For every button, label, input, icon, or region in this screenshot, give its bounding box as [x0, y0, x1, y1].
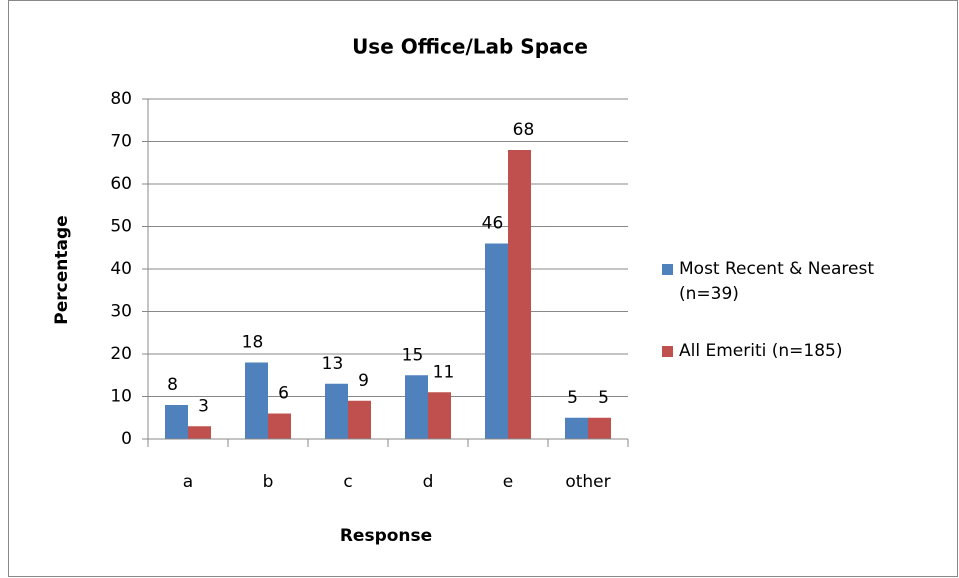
bar [245, 362, 268, 439]
data-label: 13 [322, 354, 344, 374]
x-tick-label: a [183, 472, 193, 492]
data-label: 18 [242, 333, 264, 353]
bar [348, 400, 371, 439]
y-tick-label: 50 [110, 217, 132, 237]
y-tick-label: 40 [110, 259, 132, 279]
x-tick-label: d [423, 472, 434, 492]
chart-title: Use Office/Lab Space [352, 35, 588, 59]
data-label: 6 [278, 384, 289, 404]
data-label: 9 [358, 371, 369, 391]
y-tick-label: 30 [110, 302, 132, 322]
data-label: 68 [513, 120, 535, 140]
bar [165, 405, 188, 439]
y-tick-label: 10 [110, 387, 132, 407]
bar [405, 375, 428, 439]
chart-border [8, 0, 958, 577]
bar [588, 417, 611, 439]
x-tick-label: c [343, 472, 352, 492]
y-tick-label: 80 [110, 89, 132, 109]
legend-label: All Emeriti (n=185) [679, 341, 843, 361]
bar [565, 417, 588, 439]
bar [268, 413, 291, 439]
y-axis-label: Percentage [52, 215, 72, 324]
y-tick-label: 20 [110, 344, 132, 364]
bar [188, 426, 211, 439]
y-tick-label: 60 [110, 174, 132, 194]
legend-swatch [662, 264, 673, 275]
data-label: 8 [167, 375, 178, 395]
bar [508, 150, 531, 439]
bar [325, 383, 348, 439]
x-tick-label: e [503, 472, 513, 492]
data-label: 3 [198, 396, 209, 416]
legend-item: Most Recent & Nearest (n=39) [658, 257, 958, 307]
legend-swatch [662, 346, 673, 357]
y-tick-label: 0 [121, 429, 132, 449]
x-tick-label: b [263, 472, 274, 492]
data-label: 46 [482, 214, 504, 234]
legend-label: Most Recent & Nearest (n=39) [679, 259, 875, 304]
data-label: 15 [402, 345, 424, 365]
y-tick-label: 70 [110, 132, 132, 152]
x-tick-label: other [565, 472, 610, 492]
x-axis-label: Response [340, 526, 432, 546]
bar [485, 243, 508, 439]
data-label: 5 [567, 388, 578, 408]
data-label: 11 [433, 362, 455, 382]
data-label: 5 [598, 388, 609, 408]
legend-item: All Emeriti (n=185) [658, 339, 958, 364]
bar [428, 392, 451, 439]
